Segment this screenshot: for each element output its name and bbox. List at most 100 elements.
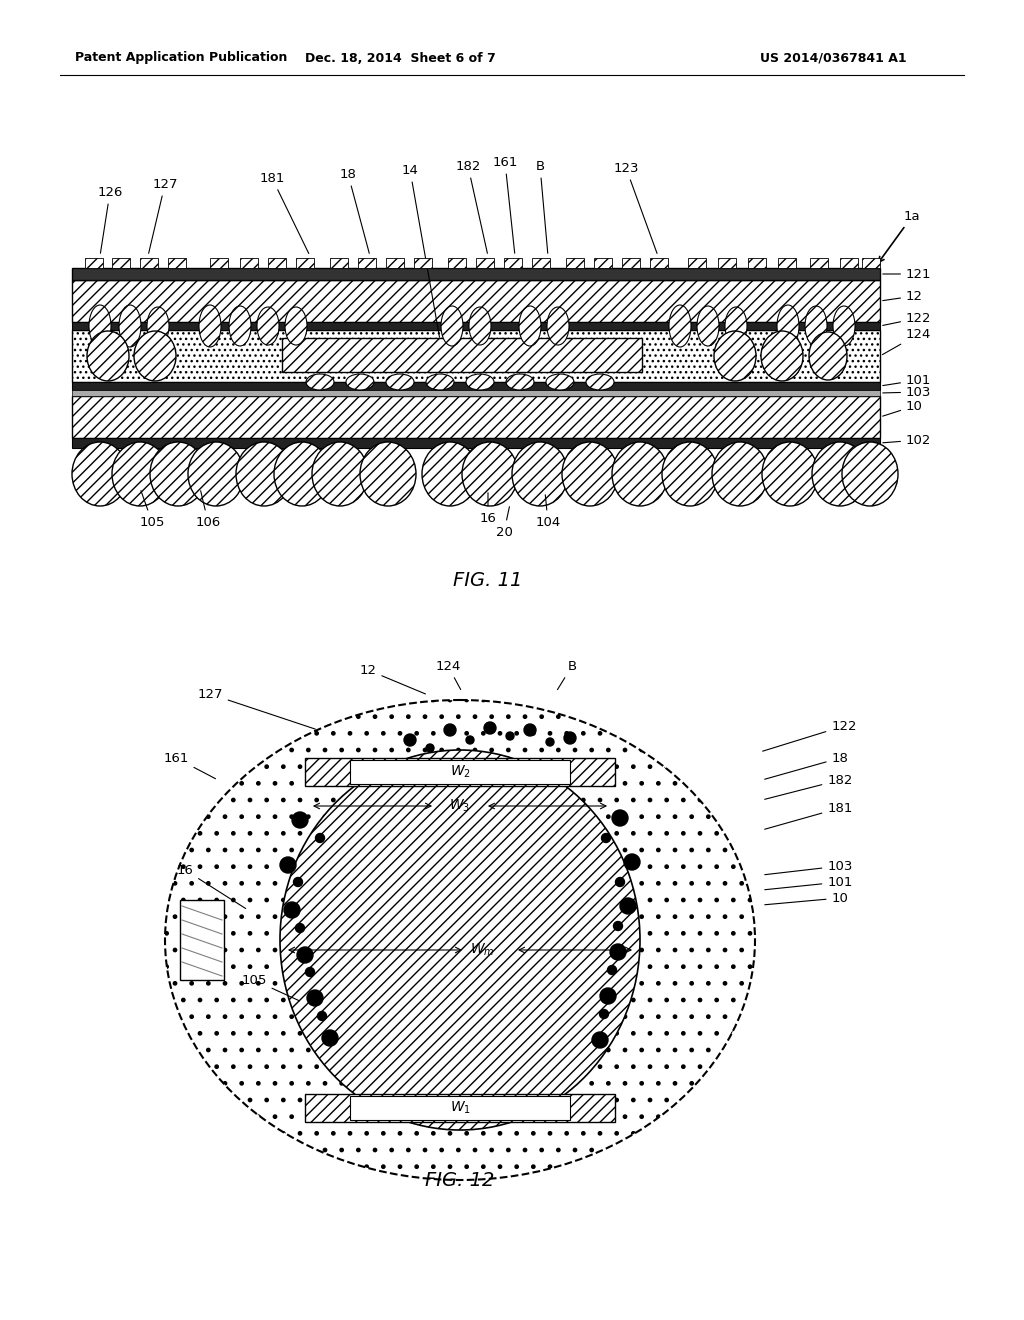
Text: 127: 127 [198,688,315,729]
Bar [862,257,880,268]
Ellipse shape [761,331,803,381]
Text: $W_3$: $W_3$ [450,797,471,814]
Circle shape [624,854,640,870]
Ellipse shape [519,306,541,346]
Bar [168,257,186,268]
Circle shape [620,898,636,913]
Text: 123: 123 [613,161,657,253]
Circle shape [307,990,323,1006]
Ellipse shape [812,442,868,506]
Circle shape [506,733,514,741]
Ellipse shape [662,442,718,506]
Circle shape [564,733,575,744]
Ellipse shape [188,442,244,506]
Ellipse shape [466,374,494,389]
Bar [358,257,376,268]
Text: Patent Application Publication: Patent Application Publication [75,51,288,65]
Bar [72,381,880,389]
Ellipse shape [586,374,614,389]
Text: 122: 122 [763,719,857,751]
Ellipse shape [346,374,374,389]
Bar [268,257,286,268]
Bar [594,257,612,268]
Text: 122: 122 [883,312,932,326]
Text: FIG. 11: FIG. 11 [454,570,522,590]
Bar [840,257,858,268]
Circle shape [610,944,626,960]
Bar [330,257,348,268]
Circle shape [484,722,496,734]
Circle shape [426,744,434,752]
Ellipse shape [112,442,168,506]
Text: 102: 102 [883,433,932,446]
Bar [72,268,880,280]
Text: 126: 126 [97,186,123,253]
Circle shape [444,723,456,737]
Circle shape [404,734,416,746]
Circle shape [601,833,610,842]
Text: 101: 101 [765,875,853,890]
Text: 182: 182 [765,774,853,800]
Text: 182: 182 [456,160,487,253]
Ellipse shape [165,700,755,1180]
Ellipse shape [426,374,454,389]
Bar [778,257,796,268]
Text: 10: 10 [765,891,849,904]
Circle shape [524,723,536,737]
Text: 124: 124 [883,327,932,355]
Bar [240,257,258,268]
Bar [622,257,640,268]
Bar [476,257,494,268]
Bar [72,396,880,438]
Bar [140,257,158,268]
Text: 12: 12 [359,664,425,694]
Text: 103: 103 [765,859,853,875]
Circle shape [284,902,300,917]
Ellipse shape [150,442,206,506]
Ellipse shape [805,306,827,346]
Ellipse shape [777,305,799,347]
Text: 121: 121 [883,268,932,281]
Circle shape [466,737,474,744]
Text: $W_2$: $W_2$ [450,764,470,780]
Ellipse shape [236,442,292,506]
Text: 124: 124 [435,660,461,689]
Bar [449,257,466,268]
Bar [650,257,668,268]
Ellipse shape [280,750,640,1130]
Ellipse shape [506,374,534,389]
Ellipse shape [547,308,569,345]
Text: Dec. 18, 2014  Sheet 6 of 7: Dec. 18, 2014 Sheet 6 of 7 [304,51,496,65]
Ellipse shape [285,308,307,345]
Ellipse shape [842,442,898,506]
Circle shape [315,833,325,842]
Circle shape [280,857,296,873]
Circle shape [600,987,616,1005]
Text: $W_1$: $W_1$ [450,1100,470,1117]
Bar [72,322,880,330]
Text: 103: 103 [883,385,932,399]
Ellipse shape [462,442,518,506]
Bar [386,257,404,268]
Bar [72,389,880,396]
Circle shape [322,1030,338,1045]
Circle shape [592,1032,608,1048]
Text: 105: 105 [139,491,165,528]
Ellipse shape [714,331,756,381]
Text: 1a: 1a [879,210,921,263]
Circle shape [292,812,308,828]
Circle shape [546,738,554,746]
Bar [305,758,615,785]
Circle shape [296,924,304,932]
Text: 106: 106 [196,491,220,528]
Text: 12: 12 [883,289,923,302]
Text: 127: 127 [148,177,178,253]
Ellipse shape [469,308,490,345]
Ellipse shape [89,305,111,347]
Ellipse shape [697,306,719,346]
Text: 104: 104 [536,495,560,528]
Circle shape [612,810,628,826]
Bar [350,1096,570,1119]
Ellipse shape [386,374,414,389]
Text: 105: 105 [242,974,299,1001]
